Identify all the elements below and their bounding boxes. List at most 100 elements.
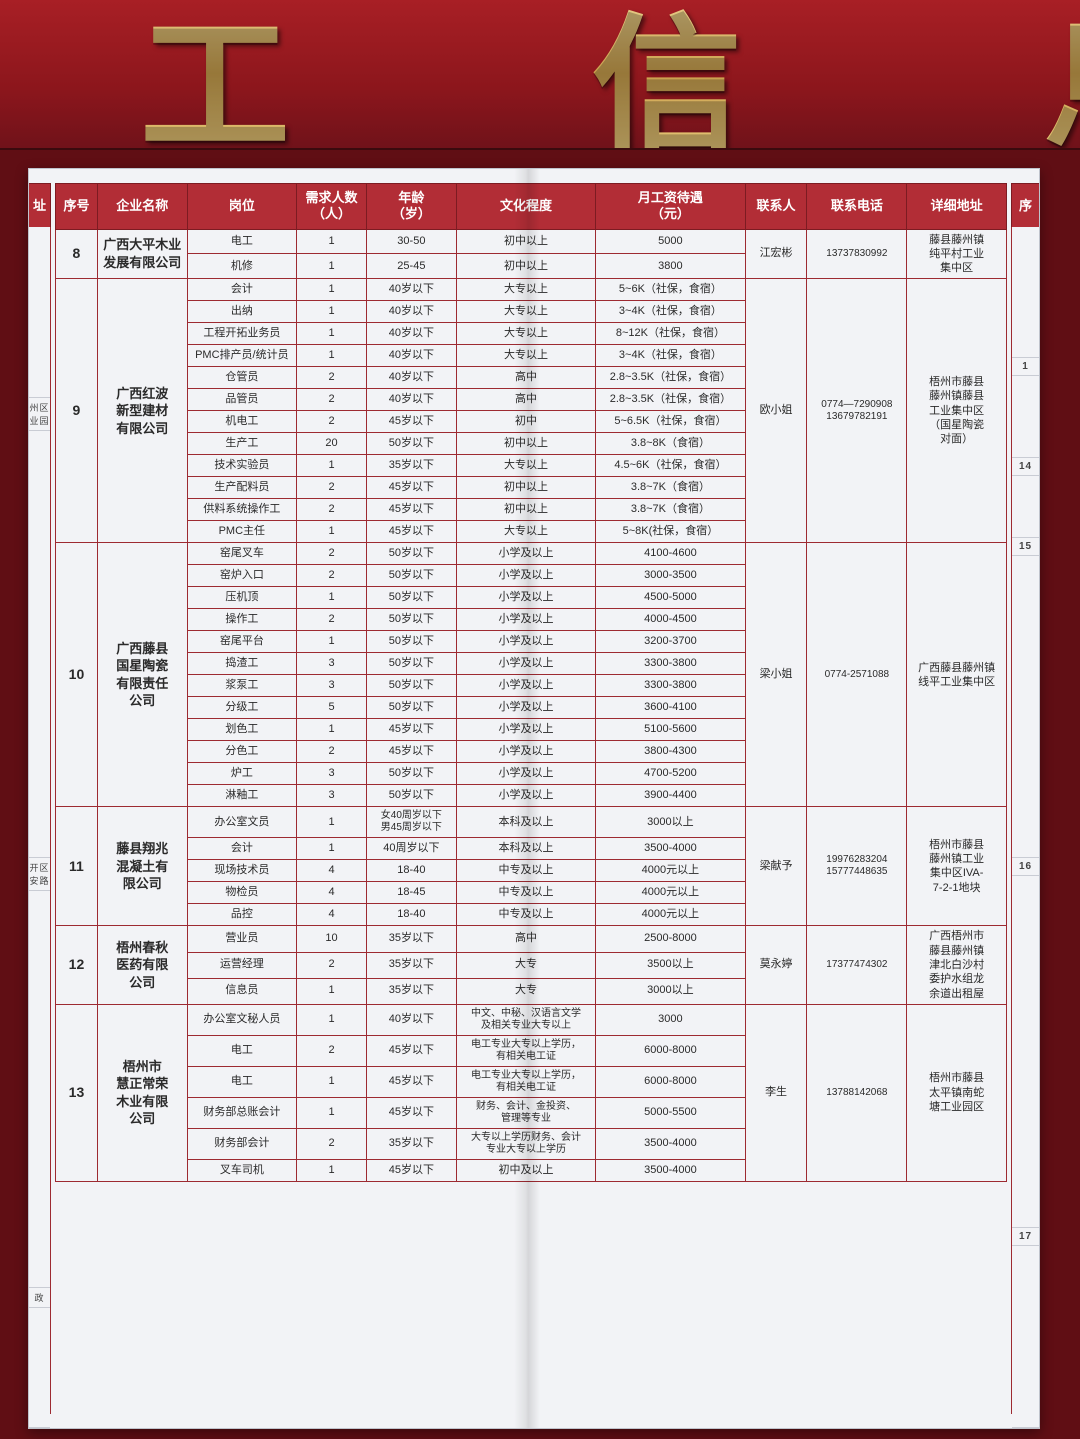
cell-salary: 3.8~8K（食宿）	[596, 433, 746, 455]
cell-age: 35岁以下	[366, 952, 456, 978]
cell-age: 30-50	[366, 229, 456, 254]
cell-salary: 6000-8000	[596, 1066, 746, 1097]
cell-education: 本科及以上	[456, 807, 595, 838]
cell-salary: 3~4K（社保，食宿）	[596, 301, 746, 323]
cell-education: 本科及以上	[456, 838, 595, 860]
col-header-demand: 需求人数（人）	[297, 184, 367, 230]
right-edge-fragment: 18	[1012, 1427, 1039, 1429]
left-edge-fragment: 开区安路	[29, 857, 50, 891]
cell-position: 运营经理	[187, 952, 297, 978]
cell-education: 大专以上	[456, 455, 595, 477]
right-edge-column: 11415161718	[1011, 227, 1039, 1414]
cell-age: 40岁以下	[366, 1004, 456, 1035]
cell-education: 小学及以上	[456, 675, 595, 697]
cell-demand: 2	[297, 1035, 367, 1066]
cell-age: 40岁以下	[366, 323, 456, 345]
cell-education: 高中	[456, 926, 595, 952]
cell-age: 50岁以下	[366, 433, 456, 455]
cell-salary: 2500-8000	[596, 926, 746, 952]
cell-age: 18-45	[366, 882, 456, 904]
cell-age: 45岁以下	[366, 411, 456, 433]
cell-education: 中专及以上	[456, 882, 595, 904]
cell-education: 初中	[456, 411, 595, 433]
cell-age: 45岁以下	[366, 741, 456, 763]
cell-age: 40岁以下	[366, 279, 456, 301]
left-edge-fragment: 州区业园	[29, 397, 50, 431]
table-row: 8广西大平木业发展有限公司电工130-50初中以上5000江宏彬13737830…	[56, 229, 1007, 254]
cell-salary: 3000以上	[596, 807, 746, 838]
table-row: 11藤县翔兆混凝土有限公司办公室文员1女40周岁以下男45周岁以下本科及以上30…	[56, 807, 1007, 838]
cell-age: 18-40	[366, 904, 456, 926]
table-row: 10广西藤县国星陶瓷有限责任公司窑尾叉车250岁以下小学及以上4100-4600…	[56, 543, 1007, 565]
cell-demand: 1	[297, 345, 367, 367]
cell-education: 小学及以上	[456, 565, 595, 587]
cell-contact: 李生	[745, 1004, 807, 1181]
cell-position: 出纳	[187, 301, 297, 323]
job-info-board: 工 信 息 址 序 州区业园开区安路政县区 11415161718 序号企业名称…	[0, 0, 1080, 1439]
cell-demand: 10	[297, 926, 367, 952]
cell-contact: 梁献予	[745, 807, 807, 926]
cell-position: 机修	[187, 254, 297, 279]
cell-education: 初中以上	[456, 433, 595, 455]
cell-education: 小学及以上	[456, 785, 595, 807]
cell-salary: 3600-4100	[596, 697, 746, 719]
cell-phone: 13737830992	[807, 229, 907, 279]
cell-education: 高中	[456, 389, 595, 411]
cell-demand: 1	[297, 587, 367, 609]
cell-demand: 1	[297, 719, 367, 741]
cell-phone: 13788142068	[807, 1004, 907, 1181]
cell-salary: 4000元以上	[596, 860, 746, 882]
cell-position: 浆泵工	[187, 675, 297, 697]
cell-salary: 2.8~3.5K（社保，食宿）	[596, 389, 746, 411]
cell-position: 捣渣工	[187, 653, 297, 675]
cell-demand: 1	[297, 1097, 367, 1128]
cell-position: 仓管员	[187, 367, 297, 389]
cell-salary: 3~4K（社保，食宿）	[596, 345, 746, 367]
cell-demand: 4	[297, 882, 367, 904]
cell-company: 广西大平木业发展有限公司	[97, 229, 187, 279]
cell-demand: 2	[297, 609, 367, 631]
cell-company: 广西藤县国星陶瓷有限责任公司	[97, 543, 187, 807]
cell-age: 45岁以下	[366, 477, 456, 499]
job-sheet: 址 序 州区业园开区安路政县区 11415161718 序号企业名称岗位需求人数…	[28, 168, 1040, 1429]
cell-age: 50岁以下	[366, 675, 456, 697]
cell-demand: 1	[297, 301, 367, 323]
cell-position: 品管员	[187, 389, 297, 411]
col-header-address: 详细地址	[907, 184, 1007, 230]
cell-education: 大专	[456, 978, 595, 1004]
cell-demand: 1	[297, 521, 367, 543]
cell-education: 初中以上	[456, 477, 595, 499]
cell-position: 财务部总账会计	[187, 1097, 297, 1128]
cell-demand: 2	[297, 367, 367, 389]
banner-title: 工 信 息	[140, 0, 1080, 150]
cell-demand: 3	[297, 653, 367, 675]
cell-contact: 江宏彬	[745, 229, 807, 279]
cell-age: 45岁以下	[366, 1066, 456, 1097]
cell-salary: 5~6.5K（社保，食宿）	[596, 411, 746, 433]
content-area: 址 序 州区业园开区安路政县区 11415161718 序号企业名称岗位需求人数…	[0, 150, 1080, 1439]
job-table: 序号企业名称岗位需求人数（人）年龄（岁）文化程度月工资待遇（元）联系人联系电话详…	[55, 183, 1007, 1182]
cell-age: 女40周岁以下男45周岁以下	[366, 807, 456, 838]
cell-address: 梧州市藤县藤州镇工业集中区IVA-7-2-1地块	[907, 807, 1007, 926]
cell-demand: 2	[297, 499, 367, 521]
right-edge-fragment: 17	[1012, 1227, 1039, 1246]
cell-seq: 12	[56, 926, 98, 1004]
cell-demand: 2	[297, 952, 367, 978]
cell-position: 物检员	[187, 882, 297, 904]
col-header-contact: 联系人	[745, 184, 807, 230]
cell-position: 办公室文秘人员	[187, 1004, 297, 1035]
cell-age: 50岁以下	[366, 785, 456, 807]
cell-company: 梧州春秋医药有限公司	[97, 926, 187, 1004]
right-edge-fragment: 14	[1012, 457, 1039, 476]
cell-education: 大专以上	[456, 323, 595, 345]
cell-age: 18-40	[366, 860, 456, 882]
cell-contact: 欧小姐	[745, 279, 807, 543]
cell-position: PMC排产员/统计员	[187, 345, 297, 367]
cell-education: 电工专业大专以上学历，有相关电工证	[456, 1066, 595, 1097]
cell-salary: 3500以上	[596, 952, 746, 978]
cell-position: 信息员	[187, 978, 297, 1004]
cell-education: 小学及以上	[456, 587, 595, 609]
cell-education: 大专以上	[456, 521, 595, 543]
cell-age: 45岁以下	[366, 521, 456, 543]
cell-position: 办公室文员	[187, 807, 297, 838]
